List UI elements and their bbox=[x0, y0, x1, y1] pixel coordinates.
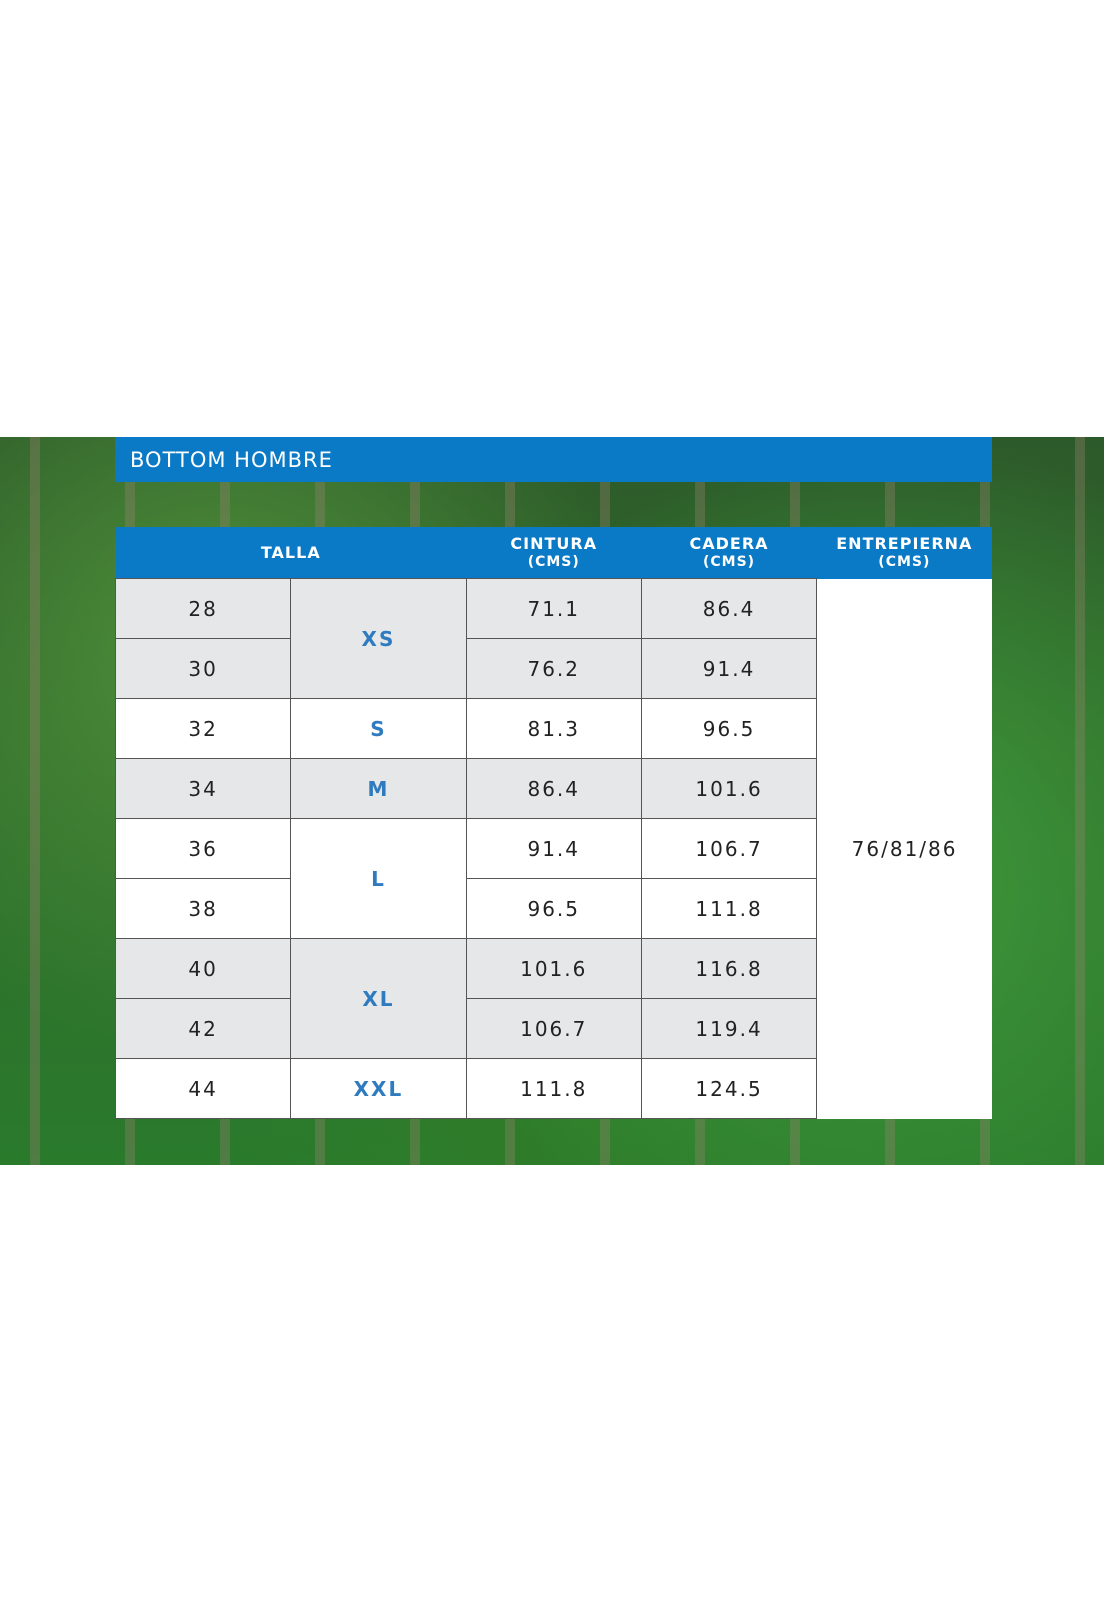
cell-cadera: 96.5 bbox=[640, 698, 818, 759]
header-talla: TALLA bbox=[115, 527, 467, 579]
chart-title: BOTTOM HOMBRE bbox=[115, 437, 992, 482]
cell-size: XS bbox=[290, 578, 467, 699]
cell-cintura: 81.3 bbox=[465, 698, 642, 759]
cell-cintura: 71.1 bbox=[465, 578, 642, 639]
cell-size: XXL bbox=[290, 1058, 467, 1119]
cell-talla: 44 bbox=[114, 1058, 292, 1119]
cell-talla: 34 bbox=[114, 758, 292, 819]
table-row: 40 XL 101.6 116.8 bbox=[114, 938, 993, 1059]
header-unit: (CMS) bbox=[527, 553, 580, 570]
cell-talla: 42 bbox=[114, 998, 292, 1059]
header-entrepierna: ENTREPIERNA (CMS) bbox=[816, 527, 992, 579]
table-row: 28 XS 71.1 86.4 76/81/86 bbox=[114, 578, 992, 1119]
cell-cadera: 119.4 bbox=[640, 998, 818, 1059]
table-row: 34 M 86.4 101.6 bbox=[114, 758, 993, 819]
cell-cadera: 101.6 bbox=[640, 758, 818, 819]
cell-talla: 28 bbox=[114, 578, 292, 639]
header-cadera: CADERA (CMS) bbox=[641, 527, 817, 579]
table-row: 36 L 91.4 106.7 bbox=[114, 818, 993, 939]
header-unit: (CMS) bbox=[702, 553, 756, 570]
table-row: 44 XXL 111.8 124.5 bbox=[114, 1058, 993, 1119]
cell-cintura: 101.6 bbox=[465, 938, 642, 999]
cell-cintura: 96.5 bbox=[465, 878, 642, 939]
cell-cintura: 111.8 bbox=[465, 1058, 642, 1119]
cell-talla: 30 bbox=[114, 638, 292, 699]
cell-talla: 40 bbox=[114, 938, 292, 999]
cell-cintura: 106.7 bbox=[465, 998, 642, 1059]
cell-size: XL bbox=[290, 938, 467, 1059]
cell-cintura: 91.4 bbox=[465, 818, 642, 879]
table-row: 42 106.7 119.4 bbox=[114, 998, 993, 1059]
cell-cadera: 91.4 bbox=[640, 638, 818, 699]
cell-entrepierna: 76/81/86 bbox=[816, 578, 992, 1119]
cell-talla: 32 bbox=[114, 698, 292, 759]
header-cintura: CINTURA (CMS) bbox=[466, 527, 642, 579]
size-table: TALLA CINTURA (CMS) CADERA (CMS) ENTREPIER… bbox=[114, 527, 993, 1119]
cell-talla: 38 bbox=[114, 878, 292, 939]
cell-cadera: 124.5 bbox=[640, 1058, 818, 1119]
header-cadera-label: CADERA bbox=[689, 533, 769, 553]
table-row: 38 96.5 111.8 bbox=[114, 878, 993, 939]
cell-size: L bbox=[290, 818, 467, 939]
header-entrepierna-label: ENTREPIERNA bbox=[836, 533, 973, 553]
cell-size: S bbox=[290, 698, 467, 759]
header-unit: (CMS) bbox=[878, 553, 931, 570]
cell-cadera: 111.8 bbox=[640, 878, 818, 939]
cell-cintura: 86.4 bbox=[465, 758, 642, 819]
cell-size: M bbox=[290, 758, 467, 819]
table-header: TALLA CINTURA (CMS) CADERA (CMS) ENTREPIER… bbox=[115, 527, 992, 579]
cell-cintura: 76.2 bbox=[465, 638, 642, 699]
cell-cadera: 116.8 bbox=[640, 938, 818, 999]
cell-cadera: 106.7 bbox=[640, 818, 818, 879]
table-row: 30 76.2 91.4 bbox=[114, 638, 993, 699]
cell-talla: 36 bbox=[114, 818, 292, 879]
header-cintura-label: CINTURA bbox=[510, 533, 598, 553]
cell-cadera: 86.4 bbox=[640, 578, 818, 639]
